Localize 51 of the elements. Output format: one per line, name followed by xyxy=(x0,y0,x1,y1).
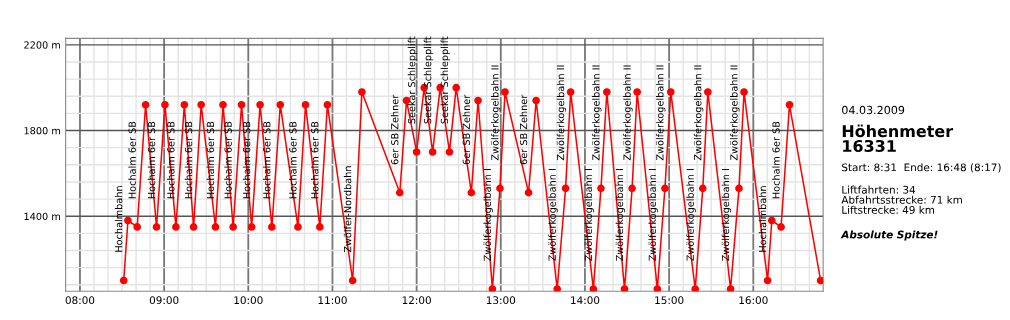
annotation: Hochalm 6er SB xyxy=(772,121,780,199)
x-tick-label: 10:00 xyxy=(234,296,263,305)
annotation: Zwölferkogelbahn I xyxy=(584,169,594,261)
x-tick-label: 16:00 xyxy=(739,296,768,305)
annotation: Hochalm 6er SB xyxy=(128,121,136,199)
annotation: Zwölferkogelbahn I xyxy=(686,169,696,261)
y-tick-label: 1400 m xyxy=(24,212,60,221)
annotation: Seekar Schlepplift xyxy=(423,36,434,124)
annotation: Zwölferkogelbahn I xyxy=(483,169,493,261)
annotation: Zwölferkogelbahn I xyxy=(648,169,658,261)
annotation: Zwölferkogelbahn II xyxy=(556,65,567,161)
text: Absolute Spitze! xyxy=(840,230,938,241)
annotation: Zwölfer-Nordbahn xyxy=(343,166,352,253)
x-tick-label: 15:00 xyxy=(655,296,684,305)
annotation: Hochalmbahn xyxy=(758,186,767,252)
annotation: 6er SB Zehner xyxy=(519,94,528,165)
annotation: Hochalm 6er SB xyxy=(167,121,175,199)
x-tick-label: 08:00 xyxy=(65,296,95,305)
x-tick-label: 14:00 xyxy=(571,296,600,305)
text: Start: 8:31 Ende: 16:48 (8:17) xyxy=(842,163,1001,173)
annotation: Hochalm 6er SB xyxy=(242,121,251,199)
annotation: Zwölferkogelbahn II xyxy=(693,65,704,161)
annotation: Seekar Schlepplift xyxy=(407,36,418,124)
annotation: Hochalm 6er SB xyxy=(147,121,156,199)
x-tick-label: 09:00 xyxy=(149,296,179,305)
text: 04.03.2009 xyxy=(842,105,905,115)
annotation: 6er SB Zehner xyxy=(390,94,399,165)
annotation: Zwölferkogelbahn II xyxy=(730,65,740,161)
annotation: Seekar Schlepplift xyxy=(440,36,450,124)
annotation: Hochalmbahn xyxy=(114,186,123,252)
y-tick-label: 2200 m xyxy=(24,41,60,49)
annotation: Hochalm 6er SB xyxy=(206,121,215,199)
annotation: Zwölferkogelbahn I xyxy=(615,169,626,261)
text: Liftfahrten: 34 Abfahrtsstrecke: 71 km Liftstrecke: 49 km xyxy=(841,185,962,214)
annotation: Hochalm 6er SB xyxy=(224,121,232,199)
annotation: Zwölferkogelbahn II xyxy=(592,65,602,161)
x-tick-label: 11:00 xyxy=(318,296,347,305)
text: Höhenmeter 16331 xyxy=(842,124,954,153)
annotation: 6er SB Zehner xyxy=(462,94,470,165)
y-tick-label: 1800 m xyxy=(24,127,60,135)
annotation: Hochalm 6er SB xyxy=(262,121,271,199)
annotation: Zwölferkogelbahn I xyxy=(721,169,732,261)
annotation: Hochalm 6er SB xyxy=(310,121,319,199)
annotation: Hochalm 6er SB xyxy=(289,121,297,199)
annotation: Zwölferkogelbahn II xyxy=(623,65,633,161)
x-tick-label: 12:00 xyxy=(402,296,431,305)
annotation: Zwölferkogelbahn I xyxy=(548,169,558,261)
x-tick-label: 13:00 xyxy=(486,296,516,305)
annotation: Zwölferkogelbahn II xyxy=(491,65,501,161)
annotation: Zwölferkogelbahn II xyxy=(656,65,666,161)
annotation: Hochalm 6er SB xyxy=(184,121,193,199)
